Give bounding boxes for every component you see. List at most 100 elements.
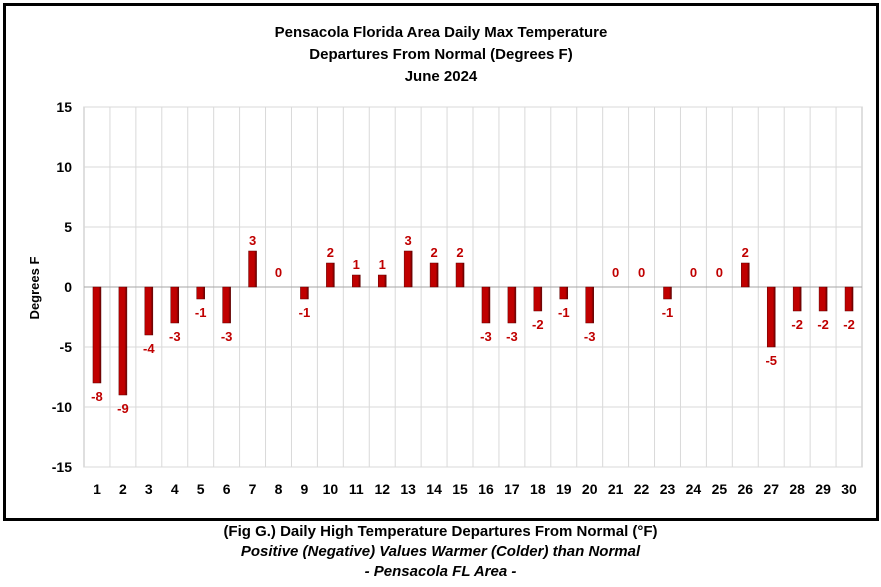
data-label-day-24: 0 — [690, 265, 697, 280]
x-tick-label: 24 — [686, 481, 702, 497]
data-label-day-26: 2 — [742, 245, 749, 260]
x-tick-label: 25 — [712, 481, 728, 497]
data-label-day-15: 2 — [456, 245, 463, 260]
bar-day-23 — [663, 286, 672, 300]
bar-layer — [92, 250, 854, 396]
data-label-layer: -8 -9 -4 -3 -1 -3 3 0 -1 2 1 1 3 2 2 -3 -3 -2 -1 -3 0 0 -1 0 0 2 -… — [91, 233, 855, 416]
data-label-day-1: -8 — [91, 389, 103, 404]
y-axis-label: Degrees F — [27, 257, 42, 320]
data-label-day-11: 1 — [353, 257, 360, 272]
x-tick-label: 9 — [301, 481, 309, 497]
x-tick-label: 23 — [660, 481, 676, 497]
x-tick-label: 28 — [789, 481, 805, 497]
bar-day-15 — [455, 262, 465, 288]
y-tick-label: 15 — [56, 99, 72, 115]
bar-day-3 — [144, 286, 154, 336]
x-tick-label: 2 — [119, 481, 127, 497]
data-label-day-4: -3 — [169, 329, 181, 344]
bar-day-20 — [585, 286, 594, 324]
x-tick-label: 17 — [504, 481, 520, 497]
caption-line-2: Positive (Negative) Values Warmer (Colde… — [240, 543, 641, 560]
bar-day-2 — [118, 286, 128, 396]
chart-frame: Pensacola Florida Area Daily Max Tempera… — [3, 3, 879, 521]
figure-caption: (Fig G.) Daily High Temperature Departur… — [0, 522, 881, 582]
x-tick-label: 15 — [452, 481, 468, 497]
data-label-day-16: -3 — [480, 329, 492, 344]
bar-day-7 — [248, 250, 257, 288]
data-label-day-10: 2 — [327, 245, 334, 260]
x-tick-label: 18 — [530, 481, 546, 497]
bar-day-16 — [481, 286, 491, 324]
x-tick-label: 7 — [249, 481, 257, 497]
bar-day-6 — [222, 286, 231, 324]
data-label-day-21: 0 — [612, 265, 619, 280]
bar-day-10 — [326, 262, 335, 288]
caption-line-3: - Pensacola FL Area - — [364, 563, 517, 580]
x-tick-label: 11 — [349, 481, 364, 497]
chart-title: Pensacola Florida Area Daily Max Tempera… — [275, 24, 608, 85]
bar-day-9 — [300, 286, 309, 300]
data-label-day-9: -1 — [299, 305, 311, 320]
bar-day-18 — [533, 286, 543, 312]
bar-day-30 — [844, 286, 854, 312]
data-label-day-27: -5 — [765, 353, 777, 368]
x-tick-label: 12 — [374, 481, 390, 497]
bar-day-28 — [792, 286, 802, 312]
data-label-day-8: 0 — [275, 265, 282, 280]
x-tick-label: 22 — [634, 481, 650, 497]
bar-day-4 — [170, 286, 180, 324]
caption-line-1: (Fig G.) Daily High Temperature Departur… — [223, 523, 658, 540]
x-tick-label: 30 — [841, 481, 857, 497]
data-label-day-28: -2 — [791, 317, 803, 332]
data-label-day-20: -3 — [584, 329, 596, 344]
data-label-day-12: 1 — [379, 257, 386, 272]
x-tick-label: 16 — [478, 481, 494, 497]
bar-day-17 — [507, 286, 517, 324]
x-tick-label: 14 — [426, 481, 442, 497]
bar-day-27 — [766, 286, 776, 348]
y-tick-label: -10 — [52, 399, 72, 415]
data-label-day-17: -3 — [506, 329, 518, 344]
data-label-day-13: 3 — [405, 233, 412, 248]
data-label-day-18: -2 — [532, 317, 544, 332]
bar-day-13 — [403, 250, 413, 288]
y-tick-label: -15 — [52, 459, 72, 475]
data-label-day-14: 2 — [430, 245, 437, 260]
data-label-day-22: 0 — [638, 265, 645, 280]
data-label-day-23: -1 — [662, 305, 674, 320]
bar-day-19 — [559, 286, 569, 300]
x-tick-label: 29 — [815, 481, 831, 497]
x-tick-label: 20 — [582, 481, 598, 497]
data-label-day-5: -1 — [195, 305, 207, 320]
data-label-day-6: -3 — [221, 329, 233, 344]
x-tick-label: 5 — [197, 481, 205, 497]
x-tick-label: 27 — [763, 481, 779, 497]
y-tick-label: 5 — [64, 219, 72, 235]
temperature-departure-chart: Pensacola Florida Area Daily Max Tempera… — [27, 24, 863, 497]
data-label-day-19: -1 — [558, 305, 570, 320]
bar-day-12 — [377, 274, 387, 288]
x-tick-label: 26 — [738, 481, 754, 497]
y-tick-label: 10 — [56, 159, 72, 175]
x-tick-label: 4 — [171, 481, 179, 497]
x-tick-label: 8 — [275, 481, 283, 497]
x-tick-label: 3 — [145, 481, 153, 497]
data-label-day-30: -2 — [843, 317, 855, 332]
chart-title-line-2: Departures From Normal (Degrees F) — [309, 46, 572, 63]
bar-day-14 — [429, 262, 439, 288]
x-tick-label: 21 — [608, 481, 624, 497]
bar-day-26 — [741, 262, 750, 288]
data-label-day-3: -4 — [143, 341, 155, 356]
bar-day-29 — [818, 286, 828, 312]
data-label-day-2: -9 — [117, 401, 129, 416]
bar-day-5 — [196, 286, 205, 300]
y-tick-label: 0 — [64, 279, 72, 295]
chart-title-line-1: Pensacola Florida Area Daily Max Tempera… — [275, 24, 608, 41]
x-tick-label: 1 — [93, 481, 101, 497]
x-tick-label: 19 — [556, 481, 572, 497]
bar-day-1 — [92, 286, 102, 384]
data-label-day-7: 3 — [249, 233, 256, 248]
chart-title-line-3: June 2024 — [405, 68, 478, 85]
x-tick-label: 6 — [223, 481, 231, 497]
